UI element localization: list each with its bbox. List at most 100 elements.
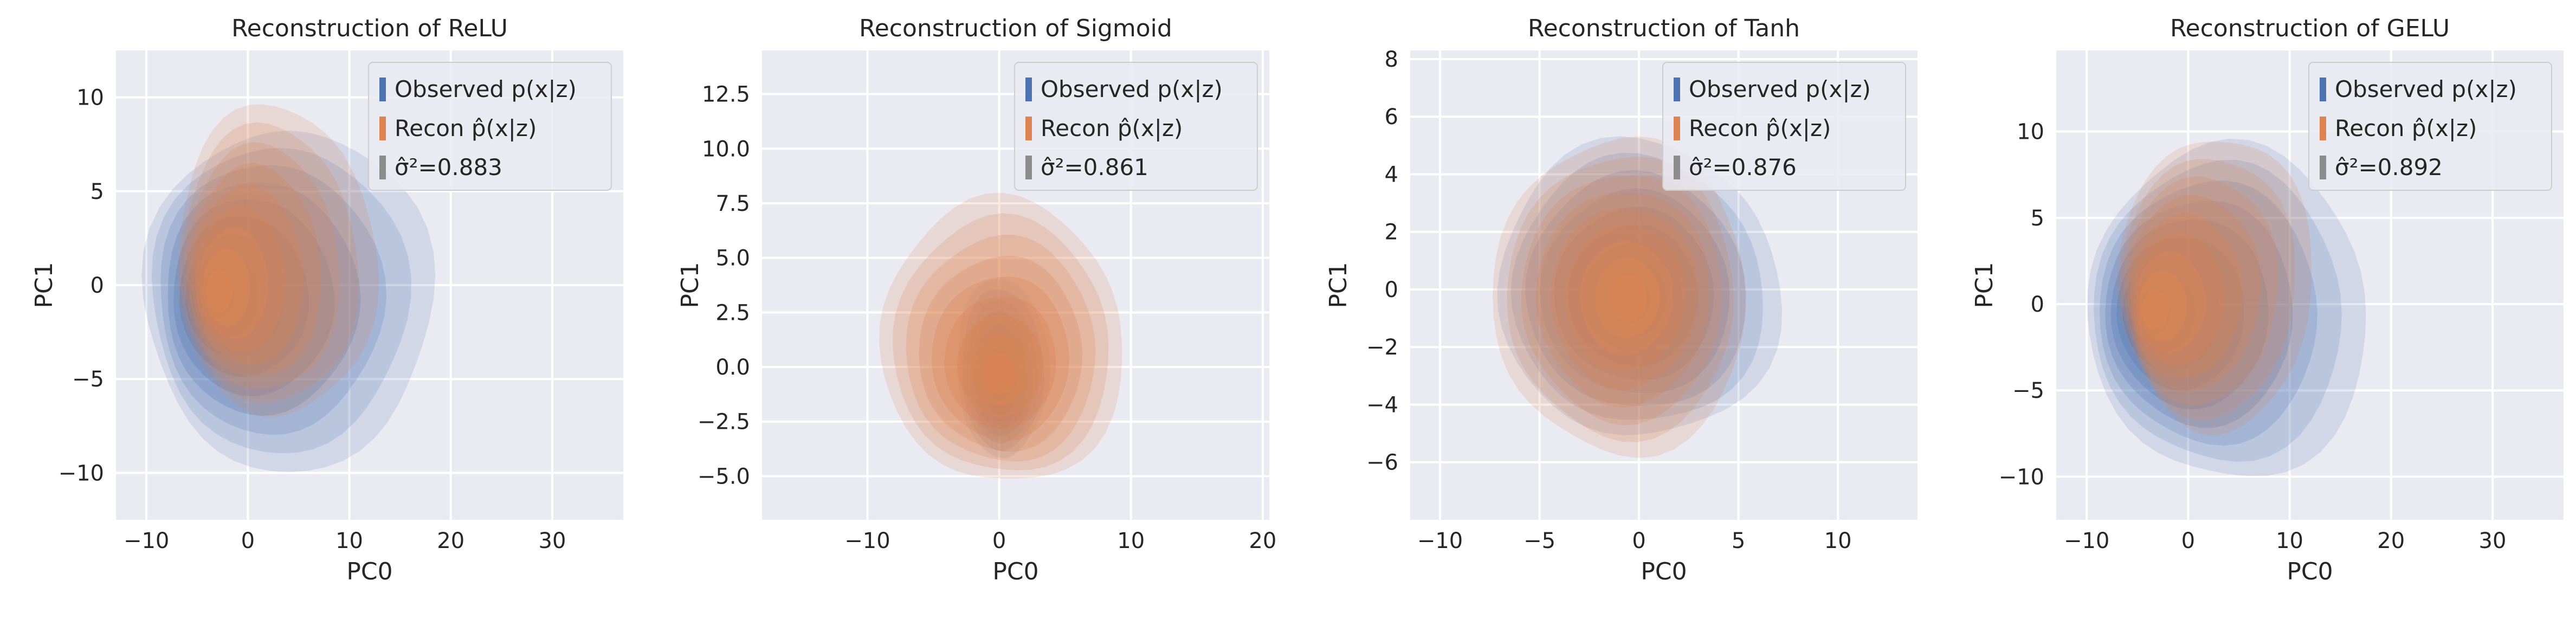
x-axis-label: PC0 [2287,558,2333,585]
x-tick-label: 30 [2479,529,2507,553]
observed-contour-8 [987,359,1013,409]
legend-swatch [2320,117,2326,140]
y-tick-label: 4 [1385,162,1398,187]
x-tick-label: −10 [844,529,890,553]
observed-contour-2 [2094,159,2342,462]
observed-contour-1 [141,130,436,472]
panel-4: −10 0 10 20 30 −10 −5 0 5 10 Reconstruction of GEL… [1971,15,2564,585]
observed-contour-5 [173,199,335,397]
y-tick-label: −2 [1366,335,1398,360]
y-axis-label: PC1 [1325,262,1352,308]
recon-contour-9 [206,269,233,313]
density-layer [141,104,436,472]
x-tick-label: 10 [2276,529,2303,553]
x-tick-label: 10 [335,529,363,553]
legend-label: Recon p̂(x|z) [1041,115,1183,141]
recon-contour-9 [1609,274,1648,322]
x-tick-label: 0 [2181,529,2195,553]
y-axis-label: PC1 [676,262,704,308]
legend-label: Recon p̂(x|z) [1689,115,1831,141]
legend-swatch [2320,156,2326,179]
legend-label: Recon p̂(x|z) [2335,115,2477,141]
recon-contour-6 [195,206,286,352]
x-axis-label: PC0 [346,558,392,585]
legend-swatch [1674,78,1680,101]
recon-contour-1 [879,192,1122,479]
x-tick-label: 30 [539,529,566,553]
y-tick-label: 6 [1385,105,1398,130]
legend: Observed p(x|z) Recon p̂(x|z) σ̂²=0.892 [2308,62,2552,191]
x-tick-label: 20 [2377,529,2405,553]
x-axis-label: PC0 [992,558,1038,585]
recon-contour-7 [2136,252,2206,353]
observed-contour-6 [179,216,309,377]
legend-label: σ̂²=0.883 [395,154,502,181]
observed-contour-4 [2105,201,2293,428]
observed-contour-5 [2110,220,2269,410]
y-tick-label: −4 [1366,392,1398,417]
x-tick-label: 0 [992,529,1006,553]
observed-contour-4 [970,311,1033,436]
x-tick-label: −10 [1417,529,1463,553]
legend-label: Observed p(x|z) [1689,76,1871,102]
x-tick-label: −10 [124,529,169,553]
chart-title: Reconstruction of ReLU [231,15,508,42]
panel-1: −10 0 10 20 30 −10 −5 0 5 10 Reconstruction of ReL… [30,15,623,585]
panel-3: −10 −5 0 5 10 −6 −4 −2 0 2 4 6 8 Reconstruction of Ta… [1325,15,1918,585]
recon-contour-1 [2116,141,2312,436]
legend-label: Observed p(x|z) [2335,76,2517,102]
density-layer [1493,136,1783,458]
y-tick-label: 5.0 [715,246,750,271]
recon-contour-1 [1493,136,1747,458]
legend-box [1662,62,1906,191]
x-tick-label: 20 [1249,529,1276,553]
recon-contour-6 [944,296,1056,430]
observed-contour-5 [1554,207,1714,381]
recon-contour-3 [906,235,1096,462]
y-tick-label: 8 [1385,47,1398,72]
recon-contour-8 [1594,257,1661,338]
recon-contour-7 [957,315,1043,418]
recon-contour-6 [1565,224,1686,372]
y-tick-label: 0 [1385,278,1398,302]
observed-contour-3 [1525,170,1746,406]
observed-contour-3 [966,299,1039,444]
observed-contour-7 [2122,255,2220,372]
panel-2: −10 0 10 20 −5.0 −2.5 0.0 2.5 5.0 7.5 10.0 12.5 Reco… [676,15,1276,585]
legend-swatch [1025,78,1032,101]
recon-contour-4 [919,255,1083,452]
legend-label: σ̂²=0.861 [1041,154,1148,181]
legend-label: Observed p(x|z) [1041,76,1223,102]
observed-contour-3 [2100,181,2317,446]
x-axis-label: PC0 [1641,558,1687,585]
legend-label: σ̂²=0.892 [2335,154,2443,181]
legend-swatch [379,78,386,101]
recon-contour-3 [1521,176,1722,426]
legend-swatch [379,117,386,140]
observed-density [141,130,436,472]
observed-density [2087,138,2366,476]
observed-contour-8 [191,253,259,338]
observed-contour-6 [2116,237,2244,391]
recon-contour-2 [180,122,359,403]
legend: Observed p(x|z) Recon p̂(x|z) σ̂²=0.883 [368,62,612,191]
legend-box [2308,62,2552,191]
x-tick-label: 20 [437,529,464,553]
recon-contour-2 [1507,157,1734,442]
recon-contour-8 [970,334,1030,406]
recon-contour-3 [183,142,339,389]
legend-swatch [379,156,386,179]
recon-contour-9 [983,353,1016,395]
legend: Observed p(x|z) Recon p̂(x|z) σ̂²=0.876 [1662,62,1906,191]
observed-contour-7 [1582,242,1682,352]
legend: Observed p(x|z) Recon p̂(x|z) σ̂²=0.861 [1014,62,1258,191]
y-tick-label: 5 [91,179,104,204]
y-axis-label: PC1 [30,262,58,308]
recon-contour-9 [2141,289,2169,330]
x-tick-label: 10 [1117,529,1145,553]
y-tick-label: −5.0 [698,464,750,489]
legend-swatch [1674,117,1680,140]
recon-contour-4 [187,163,321,376]
y-tick-label: 5 [2031,206,2044,231]
